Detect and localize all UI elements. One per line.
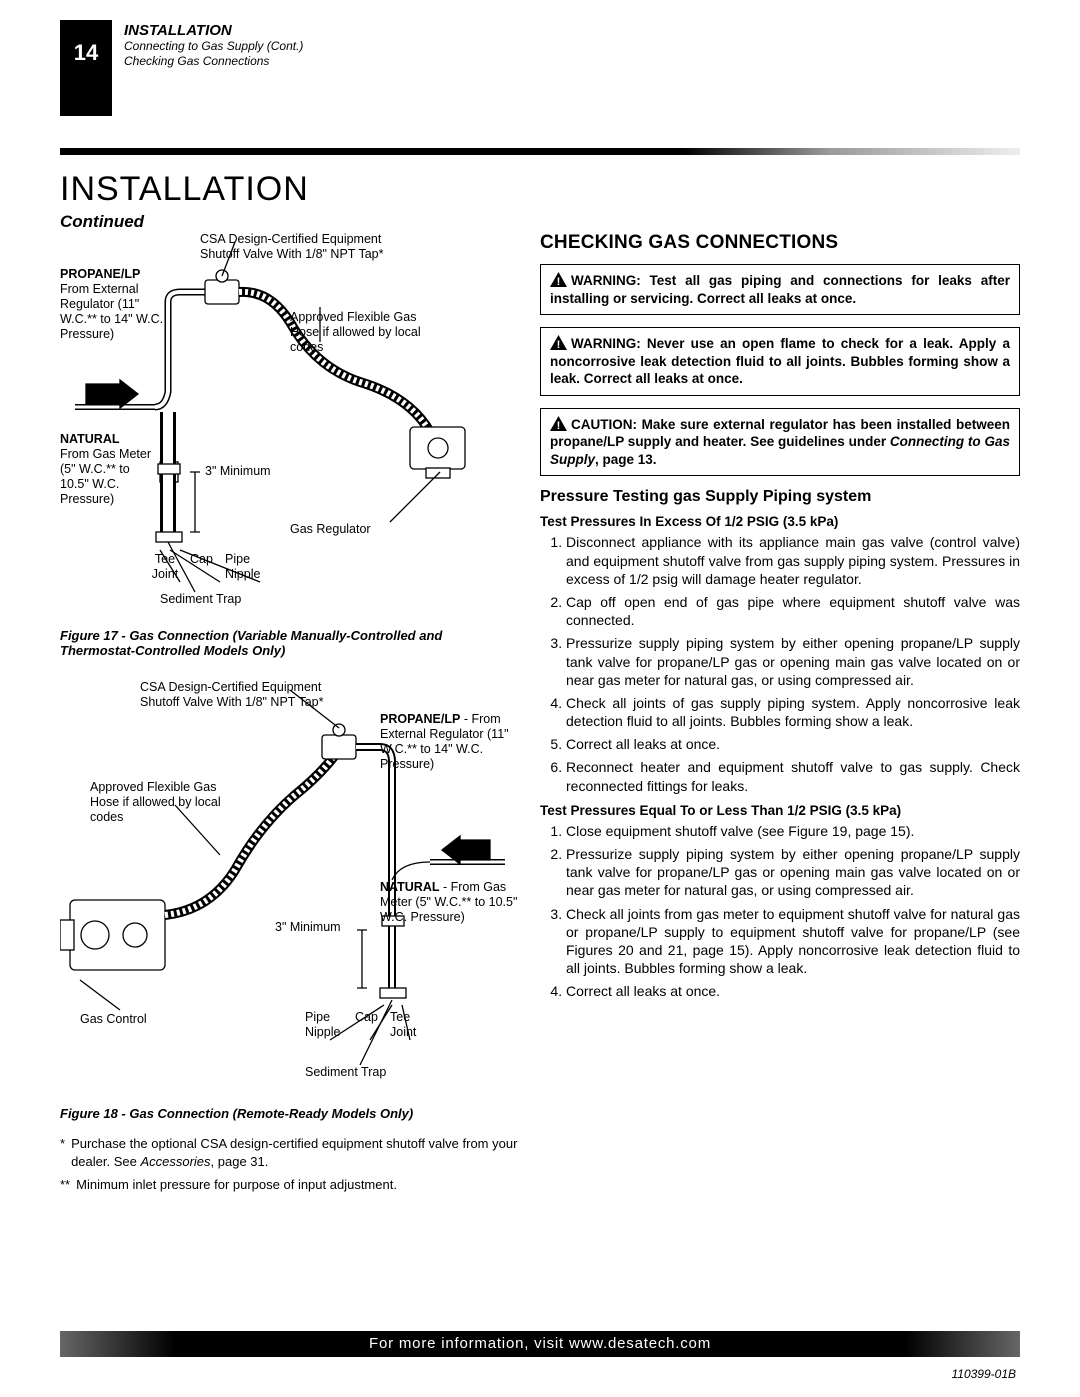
d2-propane-head: PROPANE/LP bbox=[380, 712, 460, 726]
d2-3min-label: 3" Minimum bbox=[275, 920, 341, 935]
page-number-badge: 14 bbox=[60, 20, 112, 116]
footnote-1c: , page 31. bbox=[211, 1154, 269, 1169]
section-title: INSTALLATION bbox=[60, 170, 309, 209]
continued-label: Continued bbox=[60, 212, 144, 232]
figure-17-diagram: CSA Design-Certified Equipment Shutoff V… bbox=[60, 232, 520, 622]
d2-cap-label: Cap bbox=[355, 1010, 378, 1025]
list-item: Reconnect heater and equipment shutoff v… bbox=[566, 758, 1020, 794]
d1-cap-label: Cap bbox=[190, 552, 213, 567]
footnotes: *Purchase the optional CSA design-certif… bbox=[60, 1135, 520, 1194]
svg-text:!: ! bbox=[557, 276, 561, 287]
d1-3min-label: 3" Minimum bbox=[205, 464, 271, 479]
list-item: Cap off open end of gas pipe where equip… bbox=[566, 593, 1020, 629]
d2-tee-label: Tee Joint bbox=[390, 1010, 430, 1040]
d2-sediment-label: Sediment Trap bbox=[305, 1065, 386, 1080]
test-leq-heading: Test Pressures Equal To or Less Than 1/2… bbox=[540, 803, 1020, 818]
d1-tee-label: Tee Joint bbox=[145, 552, 185, 582]
d2-csa-label: CSA Design-Certified Equipment Shutoff V… bbox=[140, 680, 360, 710]
d2-gascontrol-label: Gas Control bbox=[80, 1012, 147, 1027]
d2-natural-head: NATURAL bbox=[380, 880, 439, 894]
list-item: Check all joints of gas supply piping sy… bbox=[566, 694, 1020, 730]
d2-flex-label: Approved Flexible Gas Hose if allowed by… bbox=[90, 780, 240, 825]
page-header: 14 INSTALLATION Connecting to Gas Supply… bbox=[60, 20, 1020, 95]
warning-icon: ! bbox=[550, 272, 567, 287]
list-item: Pressurize supply piping system by eithe… bbox=[566, 634, 1020, 689]
list-item: Correct all leaks at once. bbox=[566, 735, 1020, 753]
footnote-2: Minimum inlet pressure for purpose of in… bbox=[76, 1176, 397, 1194]
warning-1-text: WARNING: Test all gas piping and connect… bbox=[550, 273, 1010, 306]
figure-18-diagram: CSA Design-Certified Equipment Shutoff V… bbox=[60, 680, 520, 1100]
list-item: Close equipment shutoff valve (see Figur… bbox=[566, 822, 1020, 840]
steps-list-leq: Close equipment shutoff valve (see Figur… bbox=[540, 822, 1020, 1001]
figure-18-caption: Figure 18 - Gas Connection (Remote-Ready… bbox=[60, 1106, 520, 1121]
d1-gasreg-label: Gas Regulator bbox=[290, 522, 371, 537]
svg-text:!: ! bbox=[557, 420, 561, 431]
header-sub2: Checking Gas Connections bbox=[124, 54, 303, 69]
footnote-1a: Purchase the optional CSA design-certifi… bbox=[71, 1136, 517, 1169]
d2-pipe-label: Pipe Nipple bbox=[305, 1010, 350, 1040]
figure-17-caption: Figure 17 - Gas Connection (Variable Man… bbox=[60, 628, 520, 658]
header-sub1: Connecting to Gas Supply (Cont.) bbox=[124, 39, 303, 54]
test-excess-heading: Test Pressures In Excess Of 1/2 PSIG (3.… bbox=[540, 514, 1020, 529]
d1-natural-head: NATURAL bbox=[60, 432, 119, 446]
list-item: Pressurize supply piping system by eithe… bbox=[566, 845, 1020, 900]
svg-text:!: ! bbox=[557, 339, 561, 350]
header-divider bbox=[60, 148, 1020, 155]
list-item: Disconnect appliance with its appliance … bbox=[566, 533, 1020, 588]
warning-box-2: !WARNING: Never use an open flame to che… bbox=[540, 327, 1020, 396]
warning-box-1: !WARNING: Test all gas piping and connec… bbox=[540, 264, 1020, 315]
caution-icon: ! bbox=[550, 416, 567, 431]
warning-icon: ! bbox=[550, 335, 567, 350]
header-section: INSTALLATION bbox=[124, 22, 303, 39]
pressure-heading: Pressure Testing gas Supply Piping syste… bbox=[540, 488, 1020, 506]
document-id: 110399-01B bbox=[952, 1367, 1017, 1381]
d1-csa-label: CSA Design-Certified Equipment Shutoff V… bbox=[200, 232, 410, 262]
caution-box: !CAUTION: Make sure external regulator h… bbox=[540, 408, 1020, 477]
warning-2-text: WARNING: Never use an open flame to chec… bbox=[550, 336, 1010, 386]
d1-pipe-label: Pipe Nipple bbox=[225, 552, 275, 582]
footnote-1b: Accessories bbox=[140, 1154, 210, 1169]
d1-flex-label: Approved Flexible Gas Hose if allowed by… bbox=[290, 310, 440, 355]
d1-natural-body: From Gas Meter (5" W.C.** to 10.5" W.C. … bbox=[60, 447, 151, 506]
list-item: Correct all leaks at once. bbox=[566, 982, 1020, 1000]
d1-propane-head: PROPANE/LP bbox=[60, 267, 140, 281]
footer-bar: For more information, visit www.desatech… bbox=[60, 1331, 1020, 1357]
caution-text-c: , page 13. bbox=[595, 452, 657, 467]
list-item: Check all joints from gas meter to equip… bbox=[566, 905, 1020, 978]
checking-heading: CHECKING GAS CONNECTIONS bbox=[540, 232, 1020, 254]
d1-propane-body: From External Regulator (11" W.C.** to 1… bbox=[60, 282, 163, 341]
d1-sediment-label: Sediment Trap bbox=[160, 592, 241, 607]
steps-list-excess: Disconnect appliance with its appliance … bbox=[540, 533, 1020, 794]
